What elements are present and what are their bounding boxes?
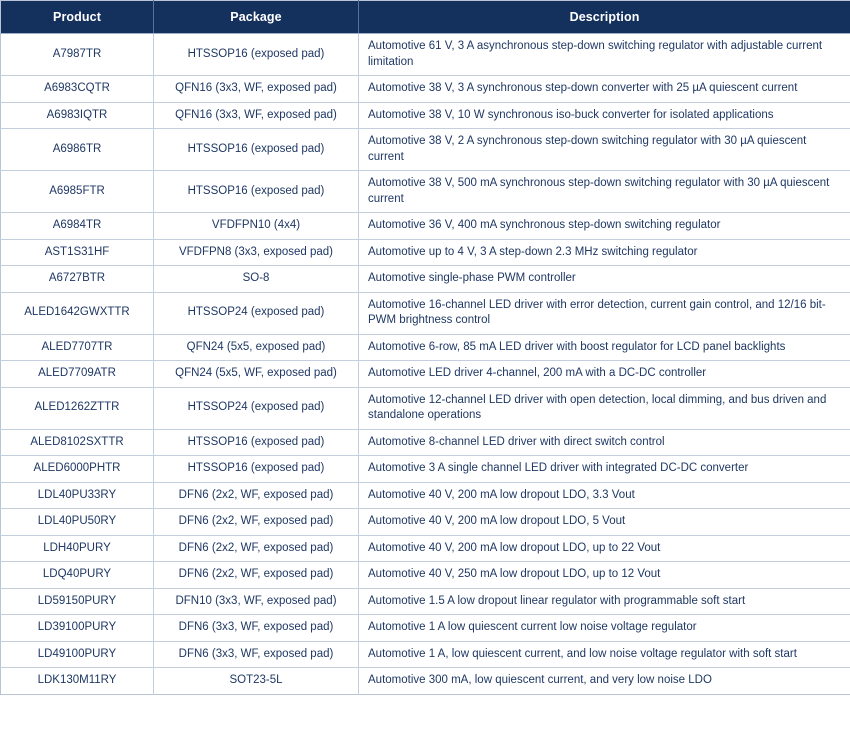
cell-package: HTSSOP16 (exposed pad) (153, 170, 359, 213)
cell-package: DFN10 (3x3, WF, exposed pad) (153, 587, 359, 615)
cell-product: LDK130M11RY (0, 667, 154, 695)
cell-product: LDH40PURY (0, 534, 154, 562)
table-row: LD49100PURY DFN6 (3x3, WF, exposed pad) Au… (0, 640, 850, 668)
cell-package: QFN16 (3x3, WF, exposed pad) (153, 101, 359, 129)
cell-package: HTSSOP16 (exposed pad) (153, 455, 359, 483)
cell-package: DFN6 (3x3, WF, exposed pad) (153, 614, 359, 642)
cell-product: A6983CQTR (0, 75, 154, 103)
cell-product: A6983IQTR (0, 101, 154, 129)
table-row: AST1S31HF VFDFPN8 (3x3, exposed pad) Autom… (0, 238, 850, 266)
cell-package: HTSSOP16 (exposed pad) (153, 428, 359, 456)
cell-description: Automotive 40 V, 200 mA low dropout LDO,… (358, 481, 850, 509)
cell-product: ALED1262ZTTR (0, 386, 154, 430)
cell-package: HTSSOP16 (exposed pad) (153, 33, 359, 76)
cell-description: Automotive 3 A single channel LED driver… (358, 455, 850, 483)
column-header-package: Package (153, 0, 359, 34)
column-header-description: Description (358, 0, 850, 34)
cell-description: Automotive 40 V, 200 mA low dropout LDO,… (358, 534, 850, 562)
cell-description: Automotive 16-channel LED driver with er… (358, 291, 850, 335)
table-row: ALED1642GWXTTR HTSSOP24 (exposed pad) Auto… (0, 291, 850, 335)
table-row: ALED6000PHTR HTSSOP16 (exposed pad) Automo… (0, 455, 850, 483)
table-row: ALED8102SXTTR HTSSOP16 (exposed pad) Autom… (0, 428, 850, 456)
cell-description: Automotive 38 V, 2 A synchronous step-do… (358, 128, 850, 171)
cell-product: ALED1642GWXTTR (0, 291, 154, 335)
cell-product: AST1S31HF (0, 238, 154, 266)
column-header-product: Product (0, 0, 154, 34)
cell-package: DFN6 (3x3, WF, exposed pad) (153, 640, 359, 668)
cell-description: Automotive 1.5 A low dropout linear regu… (358, 587, 850, 615)
cell-product: A7987TR (0, 33, 154, 76)
cell-description: Automotive 61 V, 3 A asynchronous step-d… (358, 33, 850, 76)
table-row: LDL40PU50RY DFN6 (2x2, WF, exposed pad) Au… (0, 508, 850, 536)
cell-description: Automotive 40 V, 200 mA low dropout LDO,… (358, 508, 850, 536)
table-row: A6727BTR SO-8 Automotive single-phase PWM … (0, 265, 850, 293)
product-table: Product Package Description A7987TR HTSSO… (0, 0, 850, 695)
table-header: Product Package Description (0, 0, 850, 34)
cell-product: ALED7709ATR (0, 360, 154, 388)
cell-product: LDL40PU33RY (0, 481, 154, 509)
cell-product: LD49100PURY (0, 640, 154, 668)
cell-description: Automotive 300 mA, low quiescent current… (358, 667, 850, 695)
cell-product: A6986TR (0, 128, 154, 171)
table-row: A6985FTR HTSSOP16 (exposed pad) Automotive… (0, 170, 850, 213)
cell-description: Automotive 38 V, 3 A synchronous step-do… (358, 75, 850, 103)
table-body: A7987TR HTSSOP16 (exposed pad) Automotive … (0, 33, 850, 695)
cell-package: DFN6 (2x2, WF, exposed pad) (153, 481, 359, 509)
table-row: LDQ40PURY DFN6 (2x2, WF, exposed pad) Auto… (0, 561, 850, 589)
table-row: LD59150PURY DFN10 (3x3, WF, exposed pad) A… (0, 587, 850, 615)
cell-package: QFN24 (5x5, exposed pad) (153, 333, 359, 361)
cell-product: LD39100PURY (0, 614, 154, 642)
cell-description: Automotive 38 V, 10 W synchronous iso-bu… (358, 101, 850, 129)
cell-product: A6985FTR (0, 170, 154, 213)
cell-package: VFDFPN8 (3x3, exposed pad) (153, 238, 359, 266)
cell-package: HTSSOP24 (exposed pad) (153, 291, 359, 335)
table-row: A6986TR HTSSOP16 (exposed pad) Automotive … (0, 128, 850, 171)
cell-product: ALED6000PHTR (0, 455, 154, 483)
table-header-row: Product Package Description (0, 0, 850, 34)
table-row: ALED7709ATR QFN24 (5x5, WF, exposed pad) A… (0, 360, 850, 388)
cell-package: QFN16 (3x3, WF, exposed pad) (153, 75, 359, 103)
table-row: LD39100PURY DFN6 (3x3, WF, exposed pad) Au… (0, 614, 850, 642)
cell-package: HTSSOP24 (exposed pad) (153, 386, 359, 430)
cell-description: Automotive 8-channel LED driver with dir… (358, 428, 850, 456)
cell-package: DFN6 (2x2, WF, exposed pad) (153, 534, 359, 562)
cell-description: Automotive up to 4 V, 3 A step-down 2.3 … (358, 238, 850, 266)
table-row: LDH40PURY DFN6 (2x2, WF, exposed pad) Auto… (0, 534, 850, 562)
cell-package: HTSSOP16 (exposed pad) (153, 128, 359, 171)
cell-description: Automotive 12-channel LED driver with op… (358, 386, 850, 430)
cell-package: SO-8 (153, 265, 359, 293)
cell-product: LD59150PURY (0, 587, 154, 615)
cell-description: Automotive 40 V, 250 mA low dropout LDO,… (358, 561, 850, 589)
table-row: LDK130M11RY SOT23-5L Automotive 300 mA, lo… (0, 667, 850, 695)
cell-package: QFN24 (5x5, WF, exposed pad) (153, 360, 359, 388)
cell-package: VFDFPN10 (4x4) (153, 212, 359, 240)
cell-description: Automotive LED driver 4-channel, 200 mA … (358, 360, 850, 388)
table-row: ALED7707TR QFN24 (5x5, exposed pad) Automo… (0, 333, 850, 361)
cell-product: ALED8102SXTTR (0, 428, 154, 456)
table-row: A6984TR VFDFPN10 (4x4) Automotive 36 V, 40… (0, 212, 850, 240)
cell-package: DFN6 (2x2, WF, exposed pad) (153, 561, 359, 589)
cell-description: Automotive 36 V, 400 mA synchronous step… (358, 212, 850, 240)
table-row: LDL40PU33RY DFN6 (2x2, WF, exposed pad) Au… (0, 481, 850, 509)
cell-description: Automotive 1 A low quiescent current low… (358, 614, 850, 642)
cell-package: SOT23-5L (153, 667, 359, 695)
cell-package: DFN6 (2x2, WF, exposed pad) (153, 508, 359, 536)
cell-product: A6727BTR (0, 265, 154, 293)
cell-description: Automotive single-phase PWM controller (358, 265, 850, 293)
cell-product: LDQ40PURY (0, 561, 154, 589)
table-row: ALED1262ZTTR HTSSOP24 (exposed pad) Automo… (0, 386, 850, 430)
cell-description: Automotive 6-row, 85 mA LED driver with … (358, 333, 850, 361)
cell-product: LDL40PU50RY (0, 508, 154, 536)
cell-description: Automotive 38 V, 500 mA synchronous step… (358, 170, 850, 213)
table-row: A7987TR HTSSOP16 (exposed pad) Automotive … (0, 33, 850, 76)
cell-description: Automotive 1 A, low quiescent current, a… (358, 640, 850, 668)
product-table-container: Product Package Description A7987TR HTSSO… (0, 0, 850, 695)
table-row: A6983IQTR QFN16 (3x3, WF, exposed pad) Aut… (0, 101, 850, 129)
cell-product: ALED7707TR (0, 333, 154, 361)
table-row: A6983CQTR QFN16 (3x3, WF, exposed pad) Aut… (0, 75, 850, 103)
cell-product: A6984TR (0, 212, 154, 240)
